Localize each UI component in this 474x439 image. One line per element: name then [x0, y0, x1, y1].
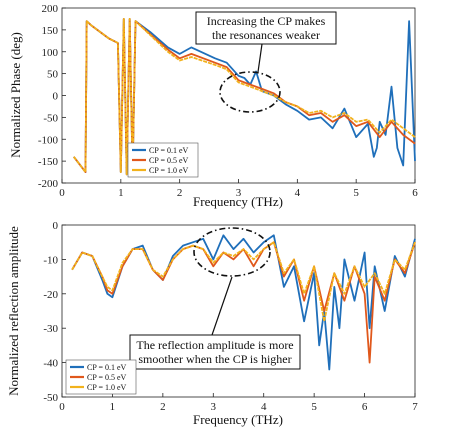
reflection-series-line-3 [71, 241, 416, 323]
phase-y-tick-label: 100 [42, 47, 59, 59]
reflection-series-group [71, 234, 416, 371]
reflection-legend-label-3: CP = 1.0 eV [87, 383, 127, 392]
phase-y-tick-label: 50 [47, 69, 59, 81]
reflection-x-tick-label: 7 [412, 401, 418, 413]
phase-annotation-line-1: Increasing the CP makes [207, 14, 326, 28]
reflection-legend-label-2: CP = 0.5 eV [87, 373, 127, 382]
phase-y-tick-label: 150 [42, 25, 59, 37]
phase-x-ticks: 0 1 2 3 4 5 6 [59, 179, 418, 199]
phase-series-group [73, 18, 416, 176]
reflection-y-tick-label: -10 [43, 254, 58, 266]
phase-legend-box [127, 142, 199, 178]
reflection-y-tick-label: -20 [43, 289, 58, 301]
phase-y-label: Normalized Phase (deg) [8, 32, 23, 158]
reflection-x-tick-label: 4 [261, 401, 267, 413]
phase-y-tick-label: -50 [43, 112, 58, 124]
phase-y-tick-label: 200 [42, 3, 59, 15]
reflection-chart: 0 -10 -20 -30 -40 -50 0 1 2 3 4 5 6 7 Frequency (THz… [6, 220, 418, 427]
phase-y-ticks: 200 150 100 50 0 -50 -100 -150 -200 [38, 3, 66, 190]
reflection-y-ticks: 0 -10 -20 -30 -40 -50 [43, 220, 66, 404]
reflection-annotation-line-2: smoother when the CP is higher [138, 352, 291, 366]
reflection-annotation-arrow [211, 276, 233, 336]
reflection-x-tick-label: 6 [362, 401, 368, 413]
reflection-annotation-box [129, 334, 301, 370]
reflection-legend: CP = 0.1 eV CP = 0.5 eV CP = 1.0 eV [65, 359, 137, 395]
reflection-y-label: Normalized reflection amplitude [6, 226, 21, 396]
reflection-x-tick-label: 2 [160, 401, 166, 413]
reflection-x-tick-label: 0 [59, 401, 65, 413]
reflection-highlight-ellipse [193, 227, 271, 277]
phase-chart: 200 150 100 50 0 -50 -100 -150 -200 0 1 2 3 4 5 6 Freq… [8, 3, 418, 209]
phase-x-tick-label: 4 [295, 187, 301, 199]
phase-x-tick-label: 1 [118, 187, 124, 199]
phase-highlight-ellipse [219, 71, 281, 113]
reflection-y-tick-label: -50 [43, 392, 58, 404]
reflection-x-tick-label: 5 [311, 401, 317, 413]
phase-legend-label-1: CP = 0.1 eV [149, 146, 189, 155]
phase-x-label: Frequency (THz) [193, 194, 283, 209]
reflection-y-tick-label: 0 [53, 220, 59, 232]
phase-x-tick-label: 2 [177, 187, 183, 199]
reflection-y-tick-label: -40 [43, 358, 58, 370]
phase-series-line-3 [73, 18, 416, 176]
reflection-legend-label-1: CP = 0.1 eV [87, 363, 127, 372]
reflection-annotation-line-1: The reflection amplitude is more [136, 338, 293, 352]
phase-y-tick-label: -200 [38, 178, 59, 190]
reflection-x-label: Frequency (THz) [193, 412, 283, 427]
phase-y-tick-label: 0 [53, 91, 59, 103]
phase-legend-label-2: CP = 0.5 eV [149, 156, 189, 165]
phase-annotation-arrow [257, 43, 263, 73]
phase-x-tick-label: 5 [353, 187, 359, 199]
phase-annotation-box [195, 11, 337, 45]
phase-legend-label-3: CP = 1.0 eV [149, 166, 189, 175]
phase-y-tick-label: -100 [38, 134, 59, 146]
reflection-y-tick-label: -30 [43, 323, 58, 335]
phase-annotation-line-2: the resonances weaker [212, 28, 320, 42]
reflection-x-ticks: 0 1 2 3 4 5 6 7 [59, 393, 418, 413]
phase-x-tick-label: 6 [412, 187, 418, 199]
phase-x-tick-label: 3 [236, 187, 242, 199]
phase-x-tick-label: 0 [59, 187, 65, 199]
phase-y-tick-label: -150 [38, 156, 59, 168]
phase-legend: CP = 0.1 eV CP = 0.5 eV CP = 1.0 eV [127, 142, 199, 178]
reflection-x-tick-label: 1 [110, 401, 116, 413]
reflection-x-tick-label: 3 [211, 401, 217, 413]
